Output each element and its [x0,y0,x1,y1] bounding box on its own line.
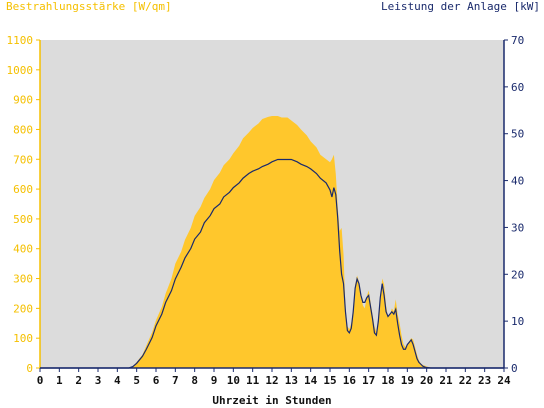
x-tick-label: 23 [478,374,491,387]
x-tick-label: 18 [381,374,394,387]
right-y-tick-label: 60 [511,81,524,94]
x-tick-label: 9 [211,374,218,387]
x-tick-label: 4 [114,374,121,387]
x-tick-label: 24 [497,374,511,387]
left-y-tick-label: 0 [26,362,33,375]
series-power-line [40,158,504,369]
x-tick-label: 17 [362,374,375,387]
x-tick-label: 8 [191,374,198,387]
left-y-tick-label: 800 [13,123,33,136]
x-tick-label: 7 [172,374,179,387]
x-tick-label: 21 [439,374,453,387]
x-tick-label: 5 [133,374,140,387]
x-tick-label: 14 [304,374,318,387]
x-tick-label: 2 [75,374,82,387]
x-tick-label: 22 [459,374,472,387]
x-tick-label: 11 [246,374,260,387]
x-tick-label: 10 [227,374,240,387]
x-axis-label: Uhrzeit in Stunden [212,394,332,407]
series-irradiance-area [40,116,504,368]
right-y-tick-label: 70 [511,34,524,47]
x-tick-label: 1 [56,374,63,387]
x-tick-label: 20 [420,374,433,387]
x-tick-label: 16 [343,374,357,387]
right-y-tick-label: 10 [511,315,524,328]
left-y-tick-label: 600 [13,183,33,196]
left-axis-title: Bestrahlungsstärke [W/qm] [6,0,172,13]
x-tick-label: 15 [323,374,336,387]
left-y-tick-label: 500 [13,213,33,226]
left-y-tick-label: 300 [13,273,33,286]
x-tick-label: 13 [285,374,298,387]
x-tick-label: 3 [95,374,102,387]
x-tick-label: 12 [265,374,278,387]
right-y-tick-label: 20 [511,268,524,281]
left-y-tick-label: 700 [13,153,33,166]
right-y-tick-label: 40 [511,175,524,188]
left-y-tick-label: 900 [13,94,33,107]
x-tick-label: 19 [401,374,414,387]
right-axis-title: Leistung der Anlage [kW] [381,0,540,13]
right-y-tick-label: 0 [511,362,518,375]
x-tick-label: 0 [37,374,44,387]
right-y-tick-label: 30 [511,221,524,234]
left-y-tick-label: 100 [13,332,33,345]
right-y-tick-label: 50 [511,128,524,141]
left-y-tick-label: 1000 [7,64,34,77]
left-y-tick-label: 200 [13,302,33,315]
left-y-tick-label: 400 [13,243,33,256]
left-y-tick-label: 1100 [7,34,34,47]
x-tick-label: 6 [153,374,160,387]
